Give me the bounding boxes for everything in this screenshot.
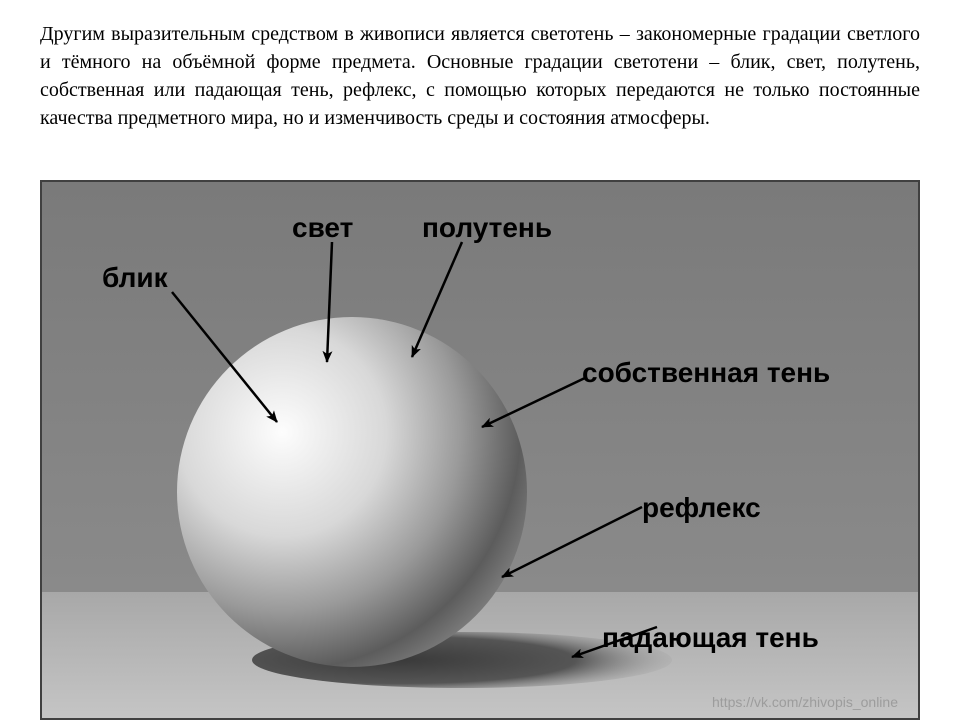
chiaroscuro-diagram: блик свет полутень собственная тень рефлекс п…	[40, 180, 920, 720]
label-reflex: рефлекс	[642, 492, 761, 524]
label-poluten: полутень	[422, 212, 552, 244]
watermark: https://vk.com/zhivopis_online	[712, 694, 898, 710]
label-padten: падающая тень	[602, 622, 819, 654]
intro-paragraph: Другим выразительным средством в живопис…	[0, 0, 960, 142]
label-sobstv: собственная тень	[582, 357, 830, 389]
sphere	[177, 317, 527, 667]
label-blik: блик	[102, 262, 168, 294]
label-svet: свет	[292, 212, 353, 244]
